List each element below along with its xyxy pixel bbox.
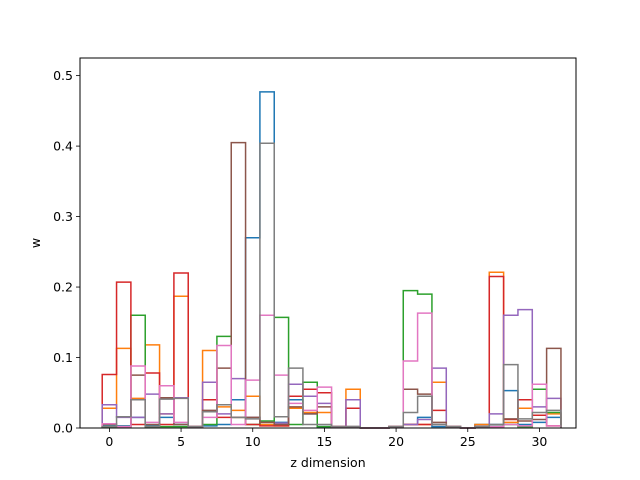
x-tick-label: 0 <box>105 434 113 449</box>
x-axis: 0 5 10 15 20 25 30 <box>105 428 547 449</box>
x-tick-label: 15 <box>316 434 332 449</box>
x-tick-label: 10 <box>245 434 261 449</box>
y-tick-label: 0.4 <box>53 139 73 154</box>
y-tick-label: 0.0 <box>53 421 73 436</box>
y-axis: 0.0 0.1 0.2 0.3 0.4 0.5 <box>53 68 80 436</box>
y-tick-label: 0.1 <box>53 350 73 365</box>
series-8-step-line <box>101 142 562 429</box>
x-axis-label: z dimension <box>290 455 365 470</box>
y-tick-label: 0.3 <box>53 209 73 224</box>
y-tick-label: 0.2 <box>53 280 73 295</box>
x-tick-label: 25 <box>460 434 476 449</box>
x-tick-label: 5 <box>177 434 185 449</box>
series-layer <box>101 91 562 429</box>
plot-frame <box>79 57 577 429</box>
x-tick-label: 20 <box>388 434 404 449</box>
y-axis-label: w <box>28 238 43 248</box>
y-tick-label: 0.5 <box>53 68 73 83</box>
x-tick-label: 30 <box>531 434 547 449</box>
